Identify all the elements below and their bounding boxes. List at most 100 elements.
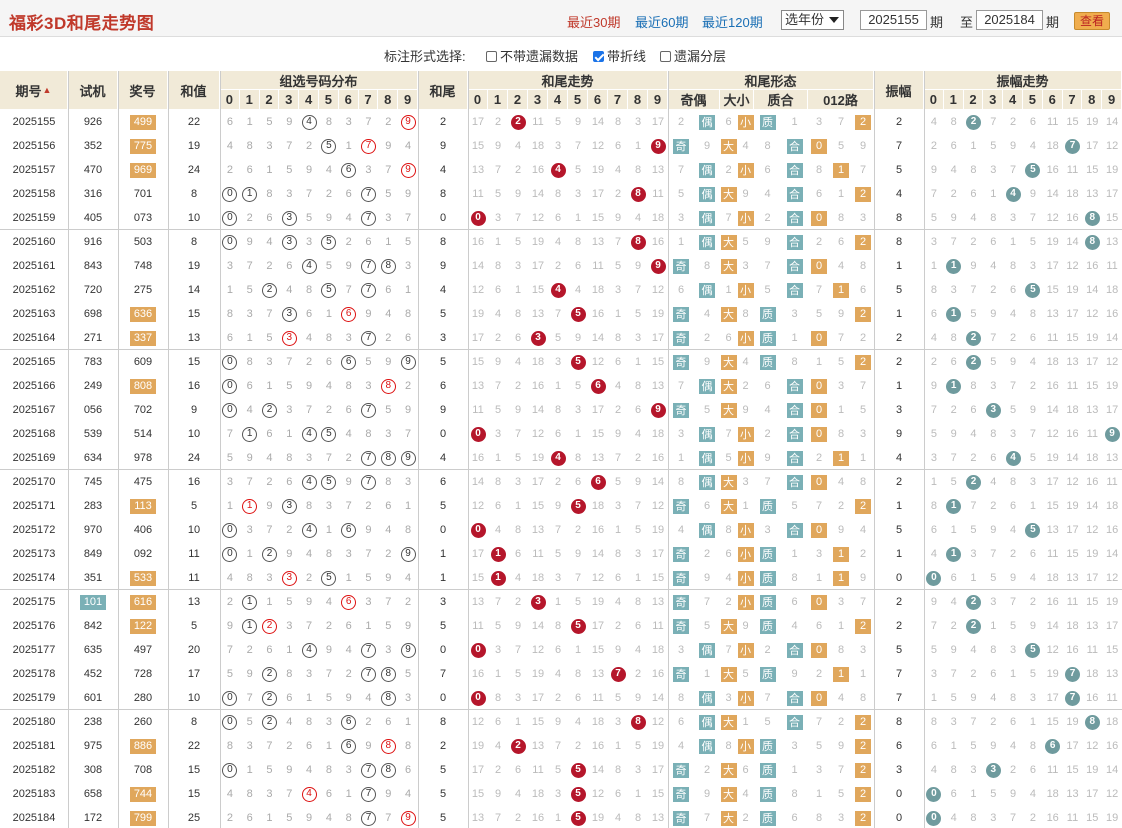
link-recent-60[interactable]: 最近60期 (635, 15, 689, 30)
option-layered[interactable]: 遗漏分层 (660, 46, 726, 65)
group-dist-cell: 1 (246, 764, 253, 776)
tail-trend-cell: 6 (494, 716, 502, 728)
view-button[interactable]: 查看 (1074, 12, 1110, 30)
group-dist-cell: 5 (286, 164, 293, 176)
link-recent-30[interactable]: 最近30期 (567, 15, 621, 30)
amp-cell: 8 (895, 236, 903, 248)
amp-trend-cell: 9 (1010, 788, 1017, 800)
tail-trend-cell: 19 (651, 524, 665, 536)
hit-digit-ring: 6 (341, 306, 357, 322)
form-big-small-cell: 4 (742, 788, 749, 800)
amp-trend-cell: 3 (983, 758, 1003, 782)
header-issue[interactable]: 期号 ▲ (0, 71, 68, 110)
group-dist-cell: 8 (405, 308, 412, 320)
form-odd-even-cell: 8 (703, 260, 711, 272)
group-dist-cell: 6 (405, 332, 412, 344)
form-prime-comp-cell: 8 (791, 788, 798, 800)
amp-trend-cell: 11 (1046, 548, 1059, 560)
form-odd-even-tag: 奇 (673, 570, 689, 586)
tail-trend-cell: 12 (651, 284, 665, 296)
tail-trend-cell: 11 (652, 620, 664, 632)
amp-trend-cell: 16 (1066, 212, 1079, 224)
group-dist-cell: 4 (246, 404, 253, 416)
amp-trend-cell: 6 (1010, 716, 1017, 728)
tail-trend-cell: 9 (648, 134, 668, 158)
form-odd-even-tag: 偶 (699, 234, 715, 250)
option-no-miss[interactable]: 不带遗漏数据 (486, 46, 578, 65)
form-prime-comp-cell: 合 (781, 158, 808, 182)
tail-trend-cell: 4 (548, 158, 568, 182)
amp-cell: 5 (895, 164, 903, 176)
group-dist-cell: 4 (306, 764, 313, 776)
tail-trend-cell: 8 (634, 164, 642, 176)
issue-cell: 2025176 (12, 620, 56, 632)
column-divider (668, 71, 669, 828)
year-select[interactable]: 选年份 (781, 10, 844, 30)
group-dist-cell: 9 (385, 140, 392, 152)
amp-trend-cell: 1 (1029, 500, 1036, 512)
column-divider (118, 71, 119, 828)
amp-trend-cell: 12 (1105, 788, 1119, 800)
hit-digit-ring: 8 (380, 378, 396, 394)
form-prime-comp-cell: 7 (764, 476, 771, 488)
option-no-miss-label: 不带遗漏数据 (500, 49, 579, 64)
form-odd-even-cell: 奇 (668, 782, 694, 806)
column-divider (68, 71, 69, 828)
option-polyline[interactable]: 带折线 (593, 46, 646, 65)
amp-trend-ball: 1 (946, 306, 962, 322)
tail-cell: 9 (439, 260, 447, 272)
tail-trend-cell: 1 (488, 566, 508, 590)
checkbox-checked-icon[interactable] (593, 51, 604, 62)
form-prime-comp-tag: 合 (786, 162, 803, 178)
amp-trend-cell: 3 (1029, 692, 1036, 704)
amp-trend-cell: 18 (1066, 404, 1079, 416)
form-road-cell: 5 (815, 308, 823, 320)
group-dist-cell: 8 (286, 452, 293, 464)
tail-trend-cell: 7 (634, 500, 642, 512)
sum-cell: 13 (187, 596, 201, 608)
issue-cell: 2025173 (12, 548, 56, 560)
link-recent-120[interactable]: 最近120期 (702, 15, 763, 30)
sum-cell: 15 (187, 356, 201, 368)
checkbox-icon[interactable] (486, 51, 497, 62)
group-dist-cell: 4 (266, 236, 273, 248)
group-dist-cell: 7 (365, 548, 372, 560)
group-dist-cell: 3 (246, 308, 253, 320)
tail-trend-cell: 3 (554, 356, 562, 368)
tail-cell: 8 (439, 188, 447, 200)
amp-trend-cell: 5 (930, 644, 937, 656)
amp-trend-cell: 19 (1105, 596, 1119, 608)
amp-trend-cell: 18 (1046, 788, 1059, 800)
tail-trend-ball: 3 (530, 330, 546, 346)
tail-trend-cell: 11 (592, 692, 604, 704)
tail-trend-cell: 1 (614, 740, 622, 752)
amp-trend-cell: 8 (970, 164, 977, 176)
from-issue-input[interactable]: 2025155 (860, 10, 927, 30)
form-prime-comp-cell: 质 (754, 782, 781, 806)
trial-cell: 352 (83, 140, 103, 152)
form-big-small-tag: 小 (737, 522, 754, 538)
amp-trend-cell: 6 (970, 404, 977, 416)
trial-cell: 452 (83, 668, 103, 680)
group-dist-cell: 3 (266, 140, 273, 152)
form-odd-even-tag: 偶 (699, 282, 715, 298)
amp-trend-cell: 15 (1046, 716, 1059, 728)
amp-cell: 5 (895, 644, 903, 656)
group-dist-cell: 1 (345, 572, 352, 584)
amp-trend-cell: 8 (1010, 260, 1017, 272)
group-dist-cell: 9 (405, 404, 412, 416)
sort-icon[interactable]: ▲ (42, 85, 52, 95)
tail-trend-cell: 4 (514, 788, 522, 800)
group-dist-cell: 5 (319, 566, 339, 590)
tail-trend-cell: 13 (651, 164, 665, 176)
tail-trend-ball: 5 (570, 762, 586, 778)
hit-digit-ring: 4 (301, 522, 317, 538)
group-dist-cell: 4 (299, 470, 319, 494)
group-dist-cell: 3 (365, 164, 372, 176)
tail-trend-cell: 17 (651, 332, 665, 344)
to-issue-input[interactable]: 2025184 (976, 10, 1043, 30)
issue-cell: 2025177 (12, 644, 56, 656)
tail-trend-cell: 2 (634, 452, 642, 464)
checkbox-icon[interactable] (660, 51, 671, 62)
group-dist-cell: 4 (299, 518, 319, 542)
